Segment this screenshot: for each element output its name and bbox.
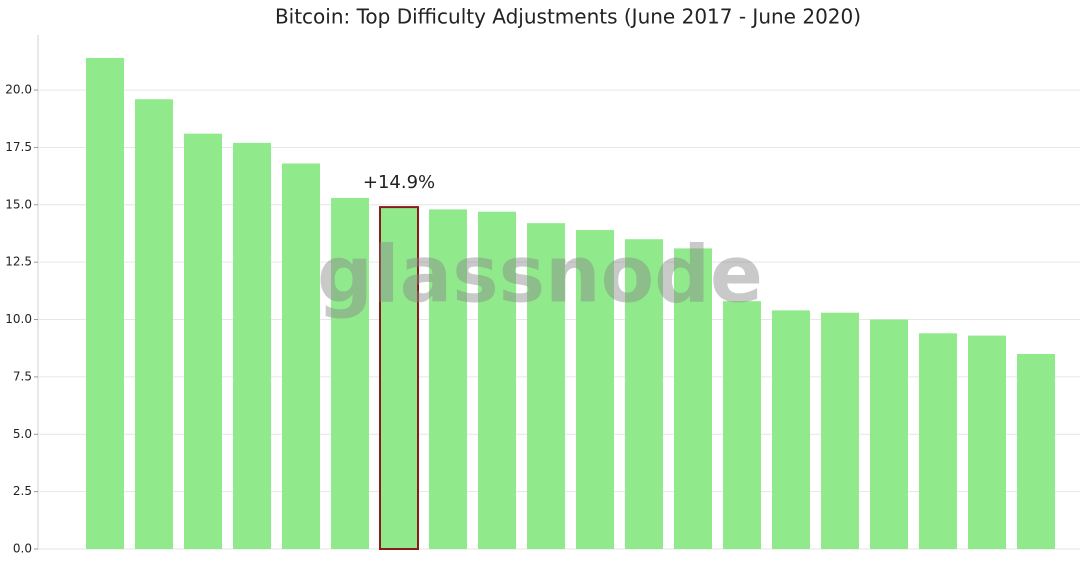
bar — [821, 312, 859, 549]
y-tick-label: 20.0 — [5, 83, 32, 97]
bar — [723, 301, 761, 549]
bar — [968, 335, 1006, 549]
bar — [674, 248, 712, 549]
bar — [135, 99, 173, 549]
y-tick-label: 12.5 — [5, 255, 32, 269]
value-label: +14.9% — [363, 172, 435, 193]
bar — [1017, 353, 1055, 549]
y-tick-label: 10.0 — [5, 312, 32, 326]
y-tick-label: 7.5 — [13, 369, 32, 383]
chart-title: Bitcoin: Top Difficulty Adjustments (Jun… — [275, 5, 861, 29]
bar — [919, 333, 957, 549]
bar — [478, 211, 516, 549]
y-tick-label: 2.5 — [13, 484, 32, 498]
bar — [527, 223, 565, 550]
bar — [870, 319, 908, 549]
y-tick-label: 5.0 — [13, 427, 32, 441]
bar — [576, 230, 614, 549]
bar — [625, 239, 663, 550]
y-tick-label: 17.5 — [5, 140, 32, 154]
y-tick-label: 15.0 — [5, 197, 32, 211]
bar — [86, 57, 124, 549]
y-tick-label: 0.0 — [13, 542, 32, 556]
bar — [233, 142, 271, 550]
watermark: glassnode — [317, 230, 763, 320]
bar — [429, 209, 467, 549]
bar — [772, 310, 810, 549]
bar — [282, 163, 320, 549]
bar — [331, 197, 369, 549]
bar — [379, 206, 419, 551]
bar — [184, 133, 222, 549]
